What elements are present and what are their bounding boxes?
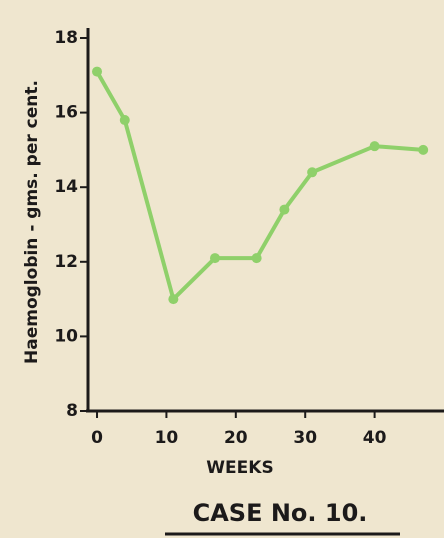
data-point <box>168 294 178 304</box>
y-tick-label: 16 <box>54 103 78 123</box>
y-tick-label: 12 <box>54 252 78 272</box>
x-tick-label: 10 <box>155 428 179 448</box>
data-point <box>120 115 130 125</box>
data-point <box>279 205 289 215</box>
x-tick-label: 30 <box>293 428 317 448</box>
x-tick-label: 20 <box>224 428 248 448</box>
y-tick-label: 14 <box>54 177 78 197</box>
y-axis-label: Haemoglobin - gms. per cent. <box>22 80 42 364</box>
data-point <box>252 253 262 263</box>
chart: Haemoglobin - gms. per cent. WEEKS CASE … <box>0 0 444 538</box>
data-point <box>210 253 220 263</box>
data-point <box>92 67 102 77</box>
data-point <box>370 141 380 151</box>
y-tick-label: 10 <box>54 326 78 346</box>
data-point <box>418 145 428 155</box>
y-tick-label: 18 <box>54 28 78 48</box>
data-point <box>307 167 317 177</box>
x-tick-label: 40 <box>363 428 387 448</box>
x-tick-label: 0 <box>91 428 103 448</box>
chart-title: CASE No. 10. <box>193 499 368 527</box>
y-tick-label: 8 <box>66 401 78 421</box>
x-axis-label: WEEKS <box>206 458 273 478</box>
